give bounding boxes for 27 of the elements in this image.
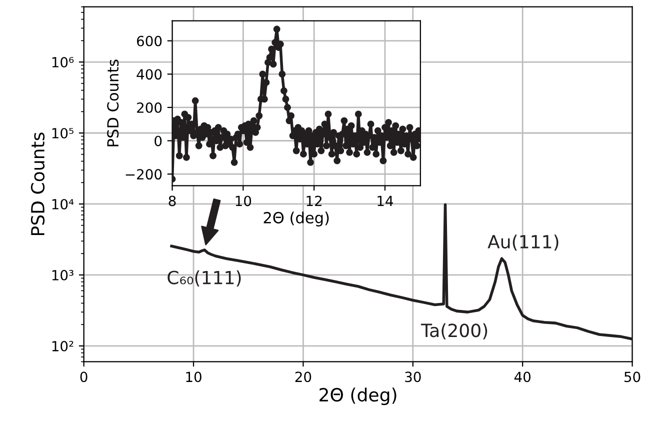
x-axis-title: 2Θ (deg) — [264, 212, 329, 226]
y-tick-label: 10⁵ — [52, 128, 74, 138]
y-tick-label: −200 — [126, 169, 162, 180]
annotation: Au(111) — [488, 234, 558, 251]
y-tick-label: 200 — [137, 102, 162, 113]
x-tick-label: 14 — [378, 196, 394, 206]
y-tick-label: 10⁶ — [52, 57, 74, 68]
y-tick-label: 600 — [136, 36, 162, 46]
y-axis-title: PSD Counts — [30, 132, 45, 235]
annotation: Ta(200) — [420, 323, 488, 340]
x-tick-label: 10 — [186, 372, 202, 382]
x-tick-label: 40 — [514, 372, 530, 382]
x-tick-label: 0 — [80, 372, 88, 382]
x-tick-label: 30 — [405, 372, 421, 382]
y-axis-title: PSD Counts — [107, 60, 119, 146]
y-tick-label: 10³ — [52, 270, 74, 280]
y-tick-label: 10⁴ — [52, 198, 74, 210]
y-tick-label: 400 — [136, 69, 162, 80]
y-tick-label: 10² — [52, 340, 74, 352]
x-axis-title: 2Θ (deg) — [320, 388, 396, 406]
x-tick-label: 8 — [168, 196, 176, 206]
x-tick-label: 10 — [236, 196, 252, 206]
x-tick-label: 50 — [624, 372, 640, 382]
y-tick-label: 0 — [154, 136, 162, 146]
annotation: C₆₀(111) — [168, 270, 241, 286]
x-tick-label: 20 — [295, 372, 312, 382]
x-tick-label: 12 — [306, 196, 322, 206]
